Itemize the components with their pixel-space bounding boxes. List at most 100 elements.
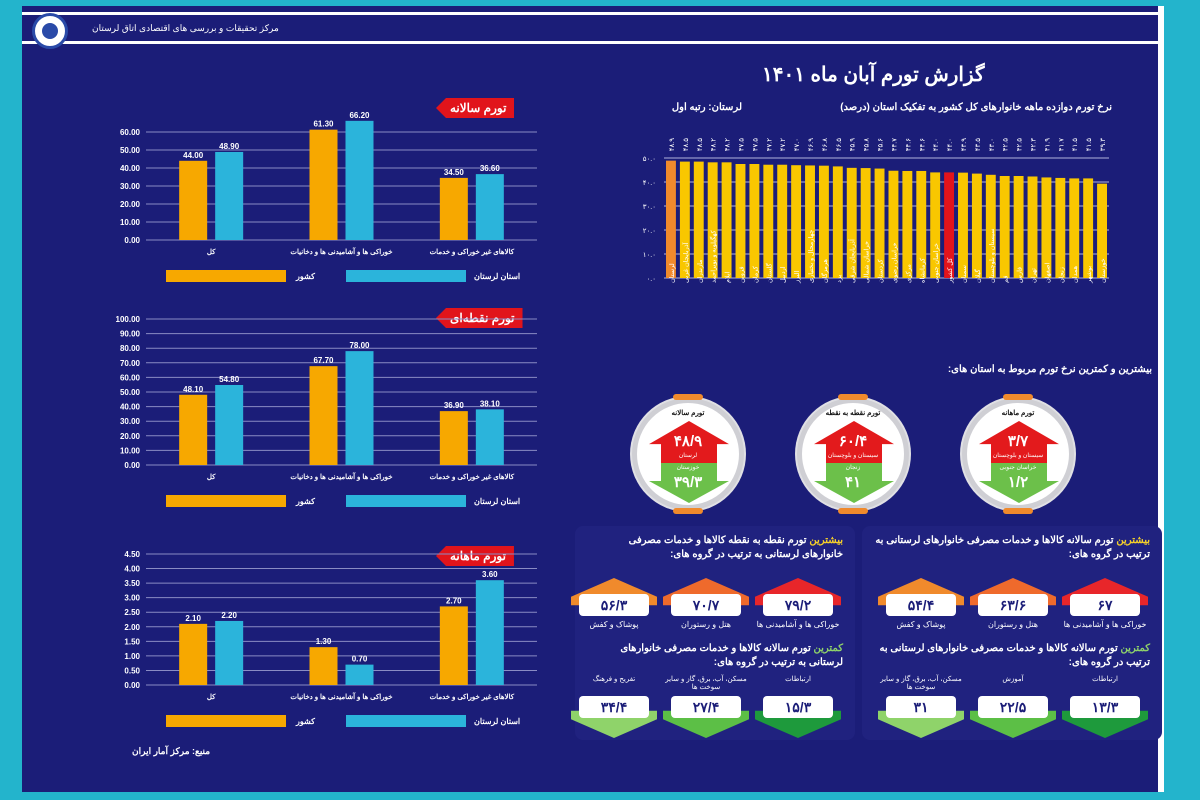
province-label: البرز bbox=[793, 270, 801, 284]
annual-tag: تورم سالانه bbox=[436, 98, 515, 118]
y-tick-label: 60.00 bbox=[120, 128, 141, 137]
province-label: کرمان bbox=[751, 265, 759, 283]
bar-value-label: 48.10 bbox=[183, 385, 204, 394]
min-value: ۱/۲ bbox=[1007, 474, 1029, 491]
province-bar bbox=[832, 166, 843, 278]
bar-value-label: 0.70 bbox=[352, 655, 368, 664]
extreme-circle: تورم ماهانه ۳/۷ سیستان و بلوچستان خراسان… bbox=[962, 394, 1074, 514]
bar-value-label: 38.10 bbox=[480, 399, 501, 408]
top-group-badge: ۵۴/۴ bbox=[878, 578, 964, 620]
province-label: کهگیلویه و بویراحمد bbox=[709, 229, 718, 283]
y-tick-label: ۴۰.۰ bbox=[643, 180, 656, 187]
province-label: آذربایجان شرقی bbox=[847, 238, 857, 283]
page-title: گزارش تورم آبان ماه ۱۴۰۱ bbox=[762, 64, 985, 86]
province-label: کل کشور bbox=[946, 257, 954, 284]
province-value-label: ۴۳.۵ bbox=[975, 138, 982, 151]
y-tick-label: 1.00 bbox=[124, 652, 140, 661]
max-province: لرستان bbox=[678, 453, 698, 459]
province-value-label: ۴۸.۹ bbox=[669, 138, 676, 151]
province-value-label: ۴۶.۹ bbox=[808, 138, 815, 151]
legend-swatch-lorestan bbox=[346, 715, 466, 727]
max-value: ۶۰/۴ bbox=[838, 433, 868, 450]
category-label: کل bbox=[207, 248, 216, 256]
y-tick-label: 3.50 bbox=[124, 579, 140, 588]
min-province: خوزستان bbox=[676, 465, 700, 471]
y-tick-label: 0.00 bbox=[124, 681, 140, 690]
y-tick-label: 1.50 bbox=[124, 637, 140, 646]
circle-cap bbox=[673, 508, 703, 514]
circle-cap bbox=[838, 508, 868, 514]
province-bar bbox=[1027, 176, 1038, 278]
y-tick-label: 40.00 bbox=[120, 164, 141, 173]
category-label: خوراکی ها و آشامیدنی ها و دخانیات bbox=[290, 471, 392, 481]
province-label: مرکزی bbox=[904, 264, 912, 283]
low-group-label: مسکن، آب، برق، گاز و سایر سوخت ها bbox=[880, 676, 962, 691]
province-inflation-chart: ۰.۰ ۱۰.۰ ۲۰.۰ ۳۰.۰ ۴۰.۰ ۵۰.۰ ۴۸.۹ لرستان ۴۸.۵ آذر… bbox=[643, 138, 1109, 284]
bar-country bbox=[439, 411, 468, 465]
top-group-label: خوراکی ها و آشامیدنی ها bbox=[1063, 620, 1147, 629]
max-province: سیستان و بلوچستان bbox=[992, 453, 1044, 459]
top-group-label: پوشاک و کفش bbox=[589, 620, 639, 629]
bar-lorestan bbox=[475, 580, 504, 685]
y-tick-label: 100.00 bbox=[116, 315, 141, 324]
province-bar bbox=[666, 160, 676, 278]
province-label: یزد bbox=[836, 275, 843, 283]
category-label: کالاهای غیر خوراکی و خدمات bbox=[430, 473, 515, 481]
province-bar bbox=[735, 164, 746, 278]
province-chart-note: لرستان: رتبه اول bbox=[671, 102, 742, 113]
y-tick-label: 30.00 bbox=[120, 417, 141, 426]
province-value-label: ۴۸.۲ bbox=[711, 138, 718, 151]
province-label: هرمزگان bbox=[820, 258, 829, 283]
province-bar bbox=[777, 164, 788, 278]
bar-country bbox=[309, 647, 338, 685]
y-tick-label: 10.00 bbox=[120, 218, 141, 227]
province-value-label: ۴۱.۹ bbox=[1044, 138, 1051, 151]
extreme-circle: تورم سالانه ۴۸/۹ لرستان خوزستان ۳۹/۳ bbox=[632, 394, 744, 514]
province-label: همدان bbox=[1071, 265, 1079, 283]
y-tick-label: 0.50 bbox=[124, 666, 140, 675]
province-chart-title: نرخ تورم دوازده ماهه خانوارهای کل کشور ب… bbox=[840, 102, 1112, 113]
bar-value-label: 2.20 bbox=[221, 611, 237, 620]
province-label: ایلام bbox=[724, 271, 732, 283]
legend-label-country: کشور bbox=[295, 497, 315, 507]
province-bar bbox=[791, 165, 802, 278]
low-group-label: تفریح و فرهنگ bbox=[592, 676, 636, 683]
legend-swatch-lorestan bbox=[346, 270, 466, 282]
province-value-label: ۴۷.۵ bbox=[752, 138, 759, 151]
province-bar bbox=[860, 168, 871, 278]
legend-swatch-lorestan bbox=[346, 495, 466, 507]
circle-title: تورم ماهانه bbox=[1001, 410, 1035, 417]
low-group-label: مسکن، آب، برق، گاز و سایر سوخت ها bbox=[665, 676, 747, 691]
bar-value-label: 44.00 bbox=[183, 151, 204, 160]
bar-value-label: 2.70 bbox=[446, 596, 462, 605]
province-value-label: ۴۵.۸ bbox=[864, 138, 871, 151]
bar-country bbox=[179, 394, 208, 465]
province-value-label: ۴۷.۵ bbox=[738, 138, 745, 151]
bar-value-label: 54.80 bbox=[219, 375, 240, 384]
province-label: سیستان و بلوچستان bbox=[988, 228, 996, 283]
legend-label-lorestan: استان لرستان bbox=[474, 272, 520, 282]
province-value-label: ۴۲.۵ bbox=[1003, 138, 1010, 151]
y-tick-label: 4.00 bbox=[124, 565, 140, 574]
low-group-badge: ۱۳/۳ bbox=[1062, 696, 1148, 738]
bar-lorestan bbox=[215, 620, 244, 685]
top-group-label: هتل و رستوران bbox=[987, 620, 1039, 629]
province-bar bbox=[763, 164, 774, 278]
bar-value-label: 3.60 bbox=[482, 570, 498, 579]
province-bar bbox=[902, 170, 913, 278]
category-label: خوراکی ها و آشامیدنی ها و دخانیات bbox=[290, 691, 392, 701]
y-tick-label: 20.00 bbox=[120, 432, 141, 441]
province-label: زنجان bbox=[1057, 267, 1065, 283]
province-value-label: ۴۱.۵ bbox=[1072, 138, 1079, 151]
monthly-tag: تورم ماهانه bbox=[436, 546, 514, 566]
province-label: چهارمحال و بختیاری bbox=[807, 230, 815, 283]
y-tick-label: 80.00 bbox=[120, 344, 141, 353]
category-label: خوراکی ها و آشامیدنی ها و دخانیات bbox=[290, 246, 392, 256]
y-tick-label: 90.00 bbox=[120, 330, 141, 339]
province-value-label: ۴۴.۶ bbox=[905, 138, 912, 151]
province-bar bbox=[958, 172, 968, 278]
province-value-label: ۴۳.۹ bbox=[961, 138, 968, 151]
header-bar: مرکز تحقیقات و بررسی های اقتصادی اتاق لر… bbox=[22, 12, 1158, 49]
legend-swatch-country bbox=[166, 715, 286, 727]
extremes-heading: بیشترین و کمترین نرخ تورم مربوط به استان… bbox=[947, 364, 1152, 375]
